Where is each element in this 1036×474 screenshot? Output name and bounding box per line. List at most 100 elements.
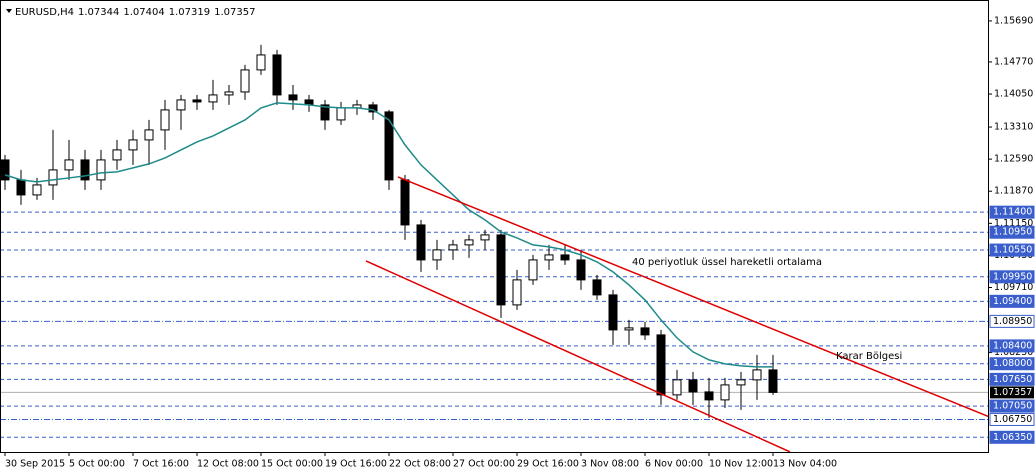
candle-body — [656, 334, 666, 396]
candle-body — [720, 384, 730, 401]
level-label: 1.09950 — [993, 271, 1032, 282]
symbol: EURUSD,H4 — [15, 7, 74, 18]
level-label: 1.07050 — [993, 401, 1032, 412]
x-tick-label: 27 Oct 00:00 — [453, 459, 515, 470]
x-tick-label: 13 Nov 04:00 — [773, 459, 837, 470]
level-box — [989, 430, 1035, 444]
candle-body — [768, 369, 778, 393]
candle-body — [544, 254, 554, 261]
y-tick-label: 1.09710 — [994, 282, 1033, 293]
candle-body — [528, 259, 538, 281]
x-tick-label: 22 Oct 08:00 — [389, 459, 451, 470]
candle-body — [192, 99, 202, 103]
x-tick-label: 5 Oct 00:00 — [69, 459, 125, 470]
candle-body — [224, 91, 234, 96]
candle-body — [160, 109, 170, 131]
candle-body — [640, 327, 650, 336]
candle-body — [400, 179, 410, 226]
level-box — [989, 372, 1035, 386]
menu-arrow[interactable] — [6, 9, 12, 13]
channel-line — [397, 176, 988, 418]
candle-body — [624, 327, 634, 331]
candle-body — [704, 391, 714, 401]
candle-body — [96, 159, 106, 181]
ohlc-value: 1.07344 — [78, 7, 119, 18]
level-box — [989, 399, 1035, 413]
candle-body — [144, 129, 154, 141]
chart-header: EURUSD,H4 1.07344 1.07404 1.07319 1.07357 — [15, 7, 255, 18]
level-box — [989, 314, 1035, 328]
x-tick-label: 10 Nov 12:00 — [709, 459, 773, 470]
level-label: 1.08400 — [993, 340, 1032, 351]
candle-body — [32, 184, 42, 196]
candle-body — [608, 294, 618, 331]
x-tick-label: 30 Sep 2015 — [5, 459, 65, 470]
level-label: 1.08000 — [993, 358, 1032, 369]
annotation: 40 periyotluk üssel hareketli ortalama — [632, 257, 822, 268]
level-box — [989, 294, 1035, 308]
candle-body — [592, 279, 602, 296]
price-label: 1.07357 — [993, 387, 1032, 398]
x-tick-label: 3 Nov 08:00 — [581, 459, 639, 470]
y-tick-label: 1.12590 — [994, 154, 1033, 165]
candle-body — [688, 379, 698, 393]
candle-body — [288, 94, 298, 101]
level-box — [989, 357, 1035, 371]
level-label: 1.10550 — [993, 245, 1032, 256]
candle-body — [416, 224, 426, 261]
candle-body — [48, 169, 58, 186]
candle-body — [560, 254, 570, 261]
annotation: Karar Bölgesi — [836, 351, 902, 362]
candle-body — [448, 244, 458, 251]
candle-body — [16, 179, 26, 196]
candle-body — [240, 69, 250, 93]
y-tick-label: 1.08250 — [994, 347, 1033, 358]
candle-body — [176, 99, 186, 111]
level-label: 1.06350 — [993, 432, 1032, 443]
level-box — [989, 243, 1035, 257]
candle-body — [736, 379, 746, 386]
candle-body — [320, 104, 330, 121]
x-tick-label: 6 Nov 00:00 — [645, 459, 703, 470]
x-tick-label: 19 Oct 16:00 — [325, 459, 387, 470]
level-box — [989, 339, 1035, 353]
candle-body — [576, 259, 586, 281]
level-label: 1.09400 — [993, 296, 1032, 307]
ohlc-value: 1.07319 — [169, 7, 210, 18]
candle-body — [272, 54, 282, 96]
candle-body — [464, 239, 474, 246]
level-label: 1.06750 — [993, 414, 1032, 425]
x-tick-label: 7 Oct 16:00 — [133, 459, 189, 470]
level-label: 1.11400 — [993, 207, 1032, 218]
x-tick-label: 12 Oct 08:00 — [197, 459, 259, 470]
candle-body — [368, 104, 378, 113]
candle-body — [480, 234, 490, 241]
y-tick-label: 1.11150 — [994, 218, 1033, 229]
x-tick-label: 15 Oct 00:00 — [261, 459, 323, 470]
candle-body — [496, 234, 506, 306]
candle-body — [432, 249, 442, 261]
ema-line — [4, 102, 773, 368]
price-box — [990, 386, 1034, 399]
level-label: 1.07650 — [993, 374, 1032, 385]
level-label: 1.10950 — [993, 227, 1032, 238]
x-tick-label: 29 Oct 16:00 — [517, 459, 579, 470]
y-tick-label: 1.14770 — [994, 56, 1033, 67]
candle-body — [80, 159, 90, 181]
level-box — [989, 412, 1035, 426]
candle-body — [672, 379, 682, 396]
candle-body — [384, 111, 394, 181]
ohlc-value: 1.07404 — [123, 7, 164, 18]
candle-body — [752, 369, 762, 381]
y-tick-label: 1.15690 — [994, 15, 1033, 26]
candle-body — [1, 159, 10, 181]
level-box — [989, 225, 1035, 239]
candle-body — [208, 94, 218, 103]
candle-body — [336, 107, 346, 121]
level-box — [989, 205, 1035, 219]
level-box — [989, 270, 1035, 284]
y-tick-label: 1.13310 — [994, 122, 1033, 133]
candle-body — [112, 149, 122, 161]
y-tick-label: 1.11870 — [994, 186, 1033, 197]
